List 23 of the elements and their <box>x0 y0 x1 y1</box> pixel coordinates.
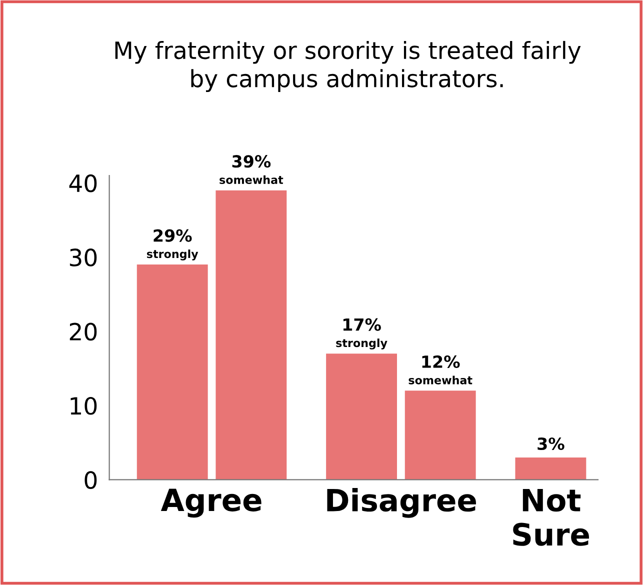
y-tick-label: 40 <box>69 174 97 192</box>
text: somewhat <box>408 376 472 384</box>
chart-title: My fraternity or sorority is treated fairly by campus administrators. <box>115 40 581 92</box>
x-tick-label: Agree <box>160 488 262 518</box>
y-tick-label: 0 <box>84 471 97 490</box>
data-label: 3% <box>538 437 564 450</box>
series-label: strongly <box>146 250 198 260</box>
y-tick-label: 10 <box>70 396 97 415</box>
x-tick-label: Disagree <box>327 488 476 518</box>
bar <box>326 354 397 480</box>
y-tick-label: 30 <box>70 248 97 266</box>
data-label: 29% <box>154 229 192 242</box>
data-label: 39% <box>232 155 271 168</box>
data-label: 12% <box>422 355 460 368</box>
bar <box>515 457 586 480</box>
bar <box>136 264 208 480</box>
series-label: somewhat <box>220 175 284 184</box>
text: strongly <box>336 338 388 350</box>
bar <box>216 190 287 480</box>
x-tick-label: Not Sure <box>513 488 589 546</box>
bar <box>404 390 476 480</box>
data-label: 17% <box>343 318 381 331</box>
y-tick-label: 20 <box>70 322 97 341</box>
